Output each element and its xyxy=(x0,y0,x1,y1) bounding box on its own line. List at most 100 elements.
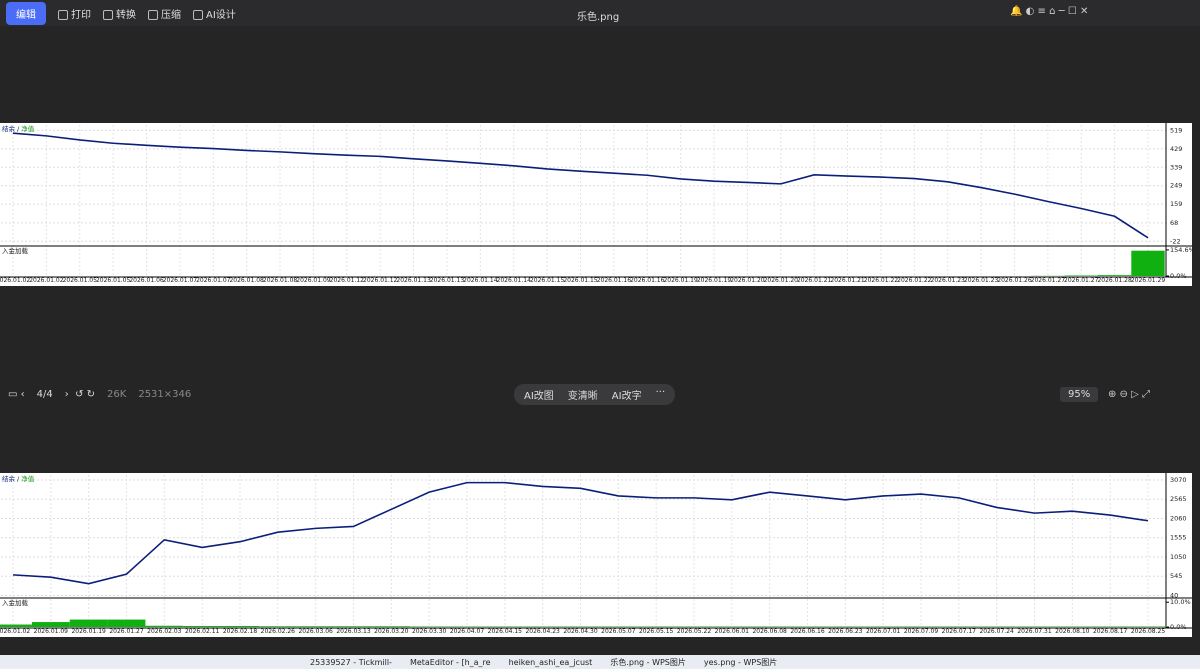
x-tick-label: 2026.01.12 xyxy=(330,277,365,284)
legend-separator: / xyxy=(17,475,20,483)
chart-background xyxy=(0,473,1192,637)
x-tick-label: 2026.08.17 xyxy=(1093,628,1128,635)
x-tick-label: 2026.01.08 xyxy=(229,277,264,284)
y-tick-label: 2565 xyxy=(1170,495,1187,503)
x-tick-label: 2026.01.07 xyxy=(196,277,231,284)
x-tick-label: 2026.01.19 xyxy=(71,628,106,635)
x-tick-label: 2026.03.20 xyxy=(374,628,409,635)
page-indicator: 4/4 xyxy=(36,388,53,400)
y-tick-label: 154.6% xyxy=(1170,246,1195,254)
ai-tools: AI改图 变清晰 AI改字 ··· xyxy=(514,383,676,405)
x-tick-label: 2026.04.07 xyxy=(450,628,485,635)
convert[interactable]: 转换 xyxy=(103,6,136,21)
x-tick-label: 2026.01.23 xyxy=(931,277,966,284)
x-tick-label: 2026.01.22 xyxy=(897,277,932,284)
x-tick-label: 2026.01.21 xyxy=(797,277,832,284)
x-tick-label: 2026.02.26 xyxy=(261,628,296,635)
x-tick-label: 2026.05.15 xyxy=(639,628,674,635)
taskbar-window[interactable]: 乐色.png - WPS图片 xyxy=(610,657,686,667)
load-bar xyxy=(1131,250,1165,276)
y-tick-label: -22 xyxy=(1170,237,1181,245)
balance-line xyxy=(12,481,1149,585)
ai-tool[interactable]: 变清晰 xyxy=(567,390,598,402)
load-bar xyxy=(221,626,259,627)
x-tick-label: 2026.01.27 xyxy=(1031,277,1066,284)
y-tick-label: 339 xyxy=(1170,163,1182,171)
taskbar: 25339527 - Tickmill- MetaEditor - [h_a_re… xyxy=(0,655,1200,669)
x-tick-label: 2026.06.01 xyxy=(715,628,750,635)
load-bar xyxy=(1064,275,1098,276)
x-tick-label: 2026.08.10 xyxy=(1055,628,1090,635)
x-tick-label: 2026.01.02 xyxy=(29,277,64,284)
viewer-toolbar: ▭ ‹ 4/4 › ↺ ↻ 26K 2531×346 AI改图 变清晰 AI改字… xyxy=(0,383,1200,405)
label: 压缩 xyxy=(161,9,181,21)
print[interactable]: 打印 xyxy=(58,6,91,21)
taskbar-window[interactable]: MetaEditor - [h_a_re xyxy=(409,657,491,667)
panel-label: 入金加载 xyxy=(2,246,29,255)
y-tick-label: 545 xyxy=(1170,572,1182,580)
x-tick-label: 2026.08.25 xyxy=(1131,628,1166,635)
x-tick-label: 2026.03.30 xyxy=(412,628,447,635)
legend-entry: 结余 xyxy=(2,124,16,133)
x-tick-label: 2026.01.14 xyxy=(497,277,532,284)
label: AI设计 xyxy=(206,9,236,21)
x-tick-label: 2026.01.12 xyxy=(363,277,398,284)
y-tick-label: 1555 xyxy=(1170,534,1187,542)
x-tick-label: 2026.01.16 xyxy=(597,277,632,284)
taskbar-window[interactable]: yes.png - WPS图片 xyxy=(703,657,778,667)
load-bar xyxy=(107,619,146,627)
x-tick-label: 2026.01.15 xyxy=(530,277,565,284)
x-tick-label: 2026.02.18 xyxy=(223,628,258,635)
y-tick-label: 40 xyxy=(1170,591,1178,599)
panel-label: 入金加载 xyxy=(2,598,29,607)
y-tick-label: 2060 xyxy=(1170,514,1187,522)
ai-tool[interactable]: AI改图 xyxy=(524,390,554,402)
x-tick-label: 2026.03.06 xyxy=(298,628,333,635)
x-tick-label: 2026.07.24 xyxy=(979,628,1014,635)
charts: 51942933924915968-222026.01.022026.01.02… xyxy=(0,123,1195,637)
x-tick-label: 2026.06.08 xyxy=(752,628,787,635)
x-tick-label: 2026.01.19 xyxy=(663,277,698,284)
load-bar xyxy=(69,619,108,627)
dimensions: 2531×346 xyxy=(138,388,192,400)
edit-button[interactable]: 编辑 xyxy=(6,1,46,25)
x-tick-label: 2026.06.16 xyxy=(790,628,825,635)
compress[interactable]: 压缩 xyxy=(148,6,181,21)
x-tick-label: 2026.01.28 xyxy=(1097,277,1132,284)
x-tick-label: 2026.01.07 xyxy=(163,277,198,284)
y-tick-label: 0.0% xyxy=(1170,623,1187,631)
window-controls[interactable]: 🔔 ◐ ≡ ⌂ ─ ☐ ✕ xyxy=(1010,6,1089,17)
x-tick-label: 2026.07.17 xyxy=(942,628,977,635)
y-tick-label: 10.0% xyxy=(1170,598,1191,606)
zoom-controls[interactable]: ⊕ ⊖ ▷ ⤢ xyxy=(1108,388,1150,400)
x-tick-label: 2026.04.30 xyxy=(563,628,598,635)
x-tick-label: 2026.01.16 xyxy=(630,277,665,284)
y-tick-label: 159 xyxy=(1170,200,1182,208)
legend-entry: 净值 xyxy=(21,474,35,483)
label: 打印 xyxy=(71,9,91,21)
x-tick-label: 2026.01.29 xyxy=(1131,277,1166,284)
legend-entry: 净值 xyxy=(21,124,35,133)
top-toolbar: 编辑 打印 转换 压缩 AI设计 乐色.png 🔔 ◐ ≡ ⌂ ─ ☐ ✕ xyxy=(0,0,1200,26)
ai-design[interactable]: AI设计 xyxy=(193,6,236,21)
x-tick-label: 2026.01.05 xyxy=(96,277,131,284)
x-tick-label: 2026.04.23 xyxy=(525,628,560,635)
load-bar xyxy=(145,625,184,627)
x-tick-label: 2026.02.11 xyxy=(185,628,220,635)
x-tick-label: 2026.01.23 xyxy=(964,277,999,284)
balance-line xyxy=(12,132,1149,239)
x-tick-label: 2026.01.09 xyxy=(34,628,69,635)
x-tick-label: 2026.01.15 xyxy=(563,277,598,284)
x-tick-label: 2026.01.02 xyxy=(0,628,30,635)
y-tick-label: 519 xyxy=(1170,126,1182,134)
y-tick-label: 68 xyxy=(1170,219,1178,227)
ai-tool[interactable]: AI改字 xyxy=(611,390,642,402)
x-tick-label: 2026.01.22 xyxy=(864,277,899,284)
taskbar-window[interactable]: 25339527 - Tickmill- xyxy=(310,657,392,667)
x-tick-label: 2026.01.13 xyxy=(396,277,431,284)
y-tick-label: 1050 xyxy=(1170,553,1187,561)
load-bar xyxy=(296,626,335,627)
taskbar-window[interactable]: heiken_ashi_ea_jcust xyxy=(508,657,593,667)
load-bar xyxy=(372,626,411,627)
zoom[interactable]: 95% xyxy=(1060,386,1099,402)
